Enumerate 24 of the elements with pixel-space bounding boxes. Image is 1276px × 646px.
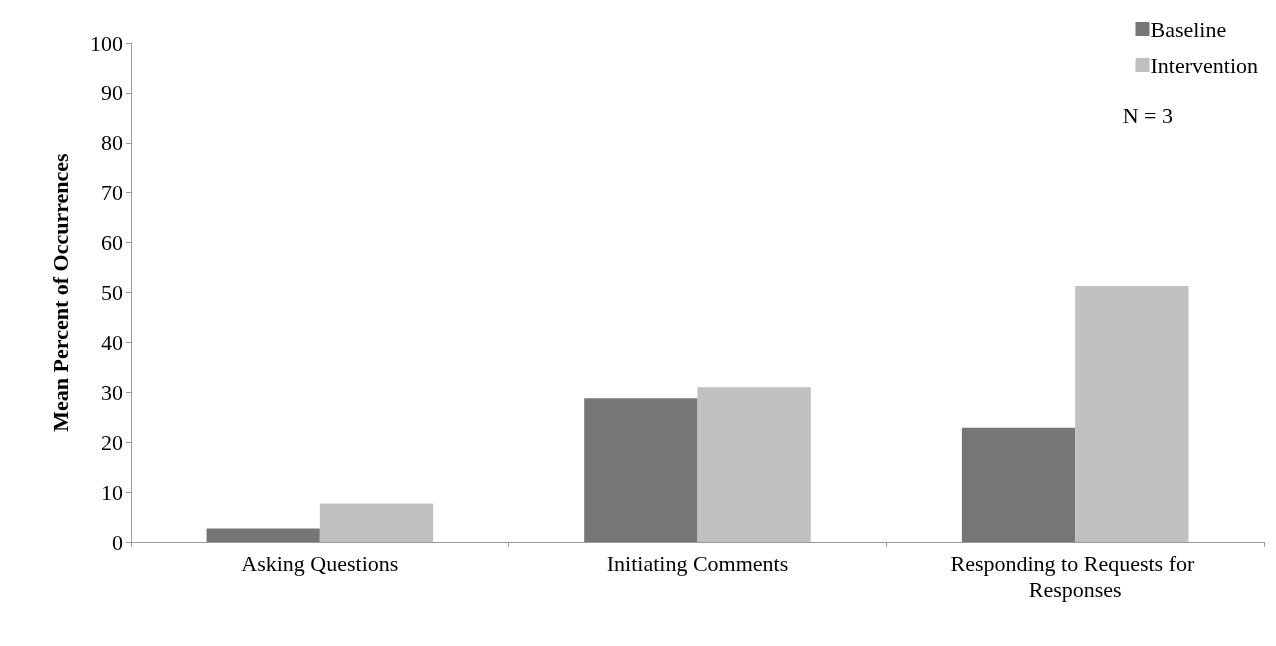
y-tick-label: 60 bbox=[101, 230, 123, 256]
y-tick-label: 80 bbox=[101, 130, 123, 156]
annotation: N = 3 bbox=[1122, 102, 1173, 128]
y-axis-title: Mean Percent of Occurrences bbox=[47, 152, 73, 432]
bar bbox=[1075, 286, 1189, 542]
y-tick-label: 20 bbox=[101, 429, 123, 455]
y-tick-label: 0 bbox=[112, 529, 123, 555]
legend-label: Baseline bbox=[1150, 16, 1227, 42]
y-tick-label: 90 bbox=[101, 80, 123, 106]
bar bbox=[584, 398, 698, 542]
x-tick-label: Initiating Comments bbox=[606, 550, 789, 576]
legend-label: Intervention bbox=[1150, 52, 1259, 78]
y-tick-label: 100 bbox=[90, 30, 123, 56]
bar bbox=[319, 503, 434, 542]
y-tick-label: 10 bbox=[101, 479, 123, 505]
y-tick-label: 70 bbox=[101, 180, 123, 206]
bar bbox=[206, 528, 320, 542]
bar bbox=[961, 427, 1076, 542]
x-tick-label: Responding to Requests for Responses bbox=[950, 550, 1200, 602]
y-tick-label: 30 bbox=[101, 379, 123, 405]
y-tick-label: 40 bbox=[101, 329, 123, 355]
x-tick-label: Asking Questions bbox=[241, 550, 399, 576]
y-tick-label: 50 bbox=[101, 280, 123, 305]
bar bbox=[697, 387, 811, 542]
